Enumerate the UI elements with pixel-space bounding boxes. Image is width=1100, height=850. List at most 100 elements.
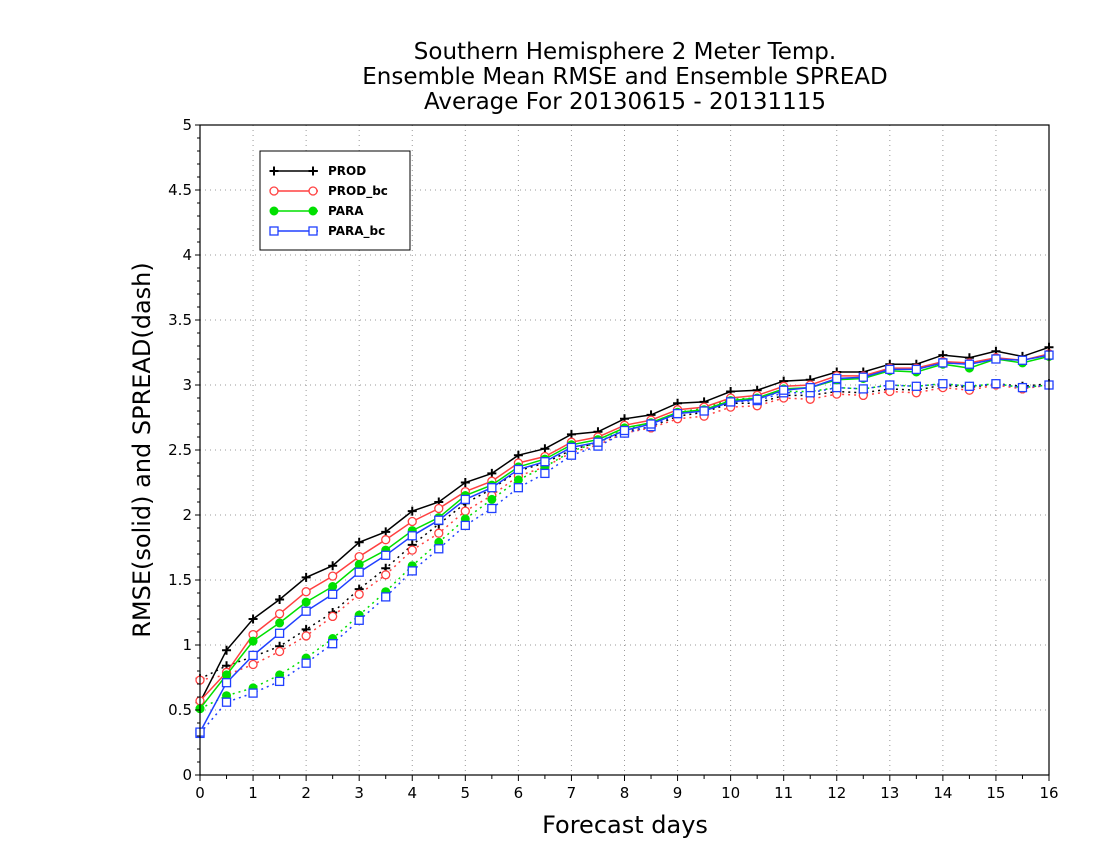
rmse-point-para-bc — [725, 397, 736, 407]
rmse-point-para-bc — [301, 606, 311, 616]
legend-item-para: PARA — [269, 204, 364, 218]
rmse-point-para-bc — [646, 419, 656, 429]
spread-point-para-bc — [1017, 382, 1028, 393]
rmse-point-para-bc — [540, 457, 550, 467]
x-tick-label: 2 — [301, 784, 311, 802]
legend-marker-right — [308, 186, 318, 196]
y-axis: 0 0.5 1 1.5 2 2.5 3 3.5 4 4.5 5 — [168, 116, 200, 784]
spread-point-prod-bc — [301, 631, 311, 641]
rmse-point-para-bc — [593, 437, 603, 447]
y-tick-label: 4 — [182, 246, 192, 264]
series-para-bc-rmse — [195, 350, 1054, 737]
x-tick-label: 11 — [774, 784, 793, 802]
spread-point-para-bc — [832, 382, 842, 393]
rmse-point-para-bc — [779, 385, 789, 395]
rmse-point-para-bc — [381, 550, 391, 560]
rmse-point-para-bc — [407, 531, 417, 541]
y-tick-label: 3.5 — [168, 311, 192, 329]
rmse-point-para-bc — [805, 382, 815, 393]
spread-point-para-bc — [328, 639, 338, 649]
x-tick-label: 4 — [407, 784, 417, 802]
series-prod-bc-rmse — [195, 349, 1054, 706]
legend-marker-right — [308, 206, 318, 216]
rmse-point-prod — [328, 561, 338, 571]
rmse-point-para-bc — [566, 442, 577, 453]
spread-point-para — [487, 494, 497, 504]
rmse-point-para-bc — [619, 425, 630, 436]
rmse-point-prod-bc — [301, 587, 311, 597]
legend-marker-right — [308, 166, 318, 176]
rmse-point-para-bc — [699, 406, 709, 416]
spread-point-prod-bc — [434, 528, 444, 538]
spread-point-para-bc — [407, 566, 417, 576]
rmse-point-prod — [407, 506, 417, 516]
legend-marker-left — [269, 206, 279, 216]
x-axis: 0 1 2 3 4 5 6 7 8 9 10 11 12 13 14 15 16 — [195, 775, 1059, 802]
spread-point-para-bc — [381, 592, 391, 602]
rmse-point-prod — [301, 572, 311, 582]
spread-point-para-bc — [858, 384, 868, 394]
rmse-point-prod — [248, 614, 258, 624]
plot-series — [195, 342, 1054, 739]
rmse-point-para — [275, 618, 285, 628]
series-para-rmse — [195, 351, 1054, 714]
spread-line-para-bc — [199, 382, 1050, 734]
legend-marker-left — [269, 186, 279, 196]
y-tick-label: 1.5 — [168, 571, 192, 589]
spread-point-para-bc — [540, 468, 550, 479]
rmse-point-prod — [487, 468, 497, 478]
x-tick-label: 13 — [880, 784, 899, 802]
legend-item-prod: PROD — [269, 164, 366, 178]
spread-point-para — [513, 475, 523, 485]
rmse-point-prod — [354, 537, 364, 547]
x-tick-label: 3 — [354, 784, 364, 802]
y-tick-label: 5 — [182, 116, 192, 134]
spread-point-prod-bc — [381, 570, 391, 580]
rmse-point-para-bc — [513, 464, 524, 475]
x-axis-label: Forecast days — [542, 811, 708, 839]
x-tick-label: 10 — [721, 784, 740, 802]
spread-point-para-bc — [460, 520, 470, 531]
y-tick-label: 0.5 — [168, 701, 192, 719]
spread-point-para-bc — [911, 381, 921, 391]
rmse-point-para-bc — [460, 494, 470, 505]
rmse-point-prod-bc — [381, 535, 391, 545]
spread-point-para-bc — [513, 483, 524, 493]
rmse-point-para-bc — [911, 364, 921, 375]
y-tick-label: 4.5 — [168, 181, 192, 199]
x-tick-label: 1 — [248, 784, 258, 802]
legend-label: PROD — [328, 164, 366, 178]
rmse-point-para-bc — [752, 394, 762, 404]
rmse-point-para-bc — [964, 359, 975, 369]
chart-title-line-3: Average For 20130615 - 20131115 — [424, 89, 826, 115]
rmse-point-para — [301, 597, 311, 607]
y-tick-label: 0 — [182, 766, 192, 784]
rmse-point-prod-bc — [407, 516, 417, 527]
spread-point-prod-bc — [274, 646, 285, 657]
rmse-point-para — [222, 670, 232, 680]
rmse-point-para-bc — [832, 373, 842, 384]
legend-item-para-bc: PARA_bc — [269, 224, 385, 239]
rmse-point-para-bc — [328, 589, 338, 599]
rmse-point-para — [248, 636, 258, 646]
spread-point-para-bc — [487, 503, 497, 514]
x-tick-label: 8 — [620, 784, 630, 802]
spread-point-para-bc — [301, 658, 311, 668]
rmse-point-para-bc — [248, 650, 258, 661]
rmse-point-para-bc — [434, 515, 444, 525]
legend-marker-right — [308, 226, 318, 236]
legend-label: PROD_bc — [328, 184, 388, 199]
x-tick-label: 12 — [827, 784, 846, 802]
spread-point-prod-bc — [328, 611, 338, 622]
rmse-point-para — [328, 582, 338, 591]
legend-item-prod-bc: PROD_bc — [269, 184, 388, 199]
spread-point-para-bc — [991, 379, 1001, 389]
rmse-point-prod — [540, 444, 550, 454]
spread-point-para-bc — [566, 450, 577, 460]
spread-point-prod-bc — [354, 589, 364, 599]
rmse-point-para-bc — [221, 678, 232, 688]
y-axis-label: RMSE(solid) and SPREAD(dash) — [128, 262, 156, 638]
legend-marker-left — [269, 166, 279, 176]
rmse-point-para-bc — [991, 354, 1001, 364]
rmse-point-prod-bc — [354, 551, 364, 562]
